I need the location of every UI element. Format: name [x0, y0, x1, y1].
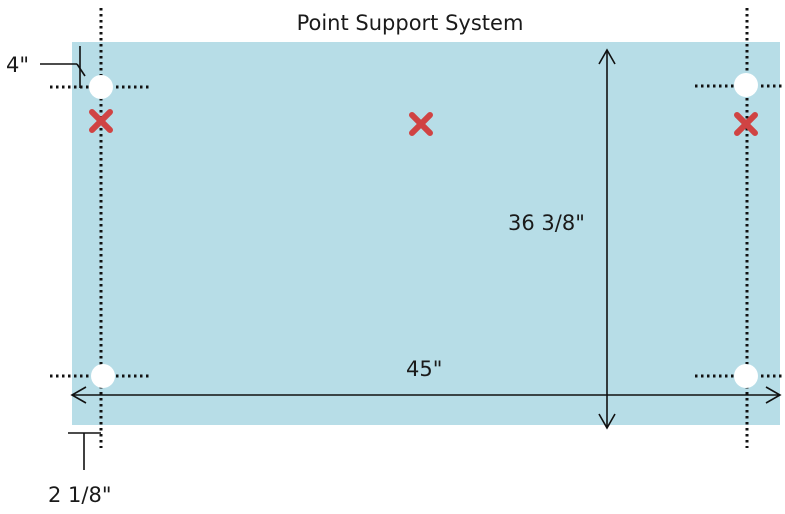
edge-offset-dimension	[40, 46, 86, 88]
height-label: 36 3/8"	[508, 211, 585, 235]
width-label: 45"	[406, 357, 442, 381]
support-center-x-mark-icon	[409, 112, 433, 136]
hole-top-right-circle-icon	[734, 73, 758, 97]
support-right-x-mark-icon	[734, 112, 758, 136]
panel	[72, 42, 780, 425]
support-left-x-mark-icon	[89, 109, 113, 133]
side-offset-label: 2 1/8"	[48, 483, 112, 507]
side-offset-dimension	[68, 432, 101, 470]
hole-bottom-right-circle-icon	[734, 364, 758, 388]
edge-offset-label: 4"	[6, 53, 29, 77]
hole-top-left-circle-icon	[89, 75, 113, 99]
height-dimension-arrow	[598, 48, 616, 430]
hole-bottom-left-circle-icon	[91, 364, 115, 388]
diagram-title: Point Support System	[297, 11, 524, 35]
width-dimension-arrow	[70, 386, 782, 404]
